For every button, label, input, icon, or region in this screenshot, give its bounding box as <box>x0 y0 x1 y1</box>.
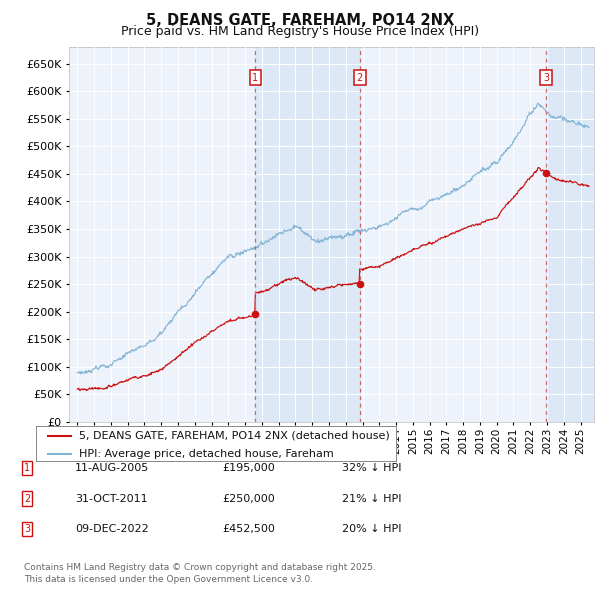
Text: 2: 2 <box>356 73 363 83</box>
Text: 31-OCT-2011: 31-OCT-2011 <box>75 494 148 503</box>
Text: 09-DEC-2022: 09-DEC-2022 <box>75 525 149 534</box>
Text: 21% ↓ HPI: 21% ↓ HPI <box>342 494 401 503</box>
Text: 3: 3 <box>24 525 30 534</box>
Text: 11-AUG-2005: 11-AUG-2005 <box>75 463 149 473</box>
Text: HPI: Average price, detached house, Fareham: HPI: Average price, detached house, Fare… <box>79 448 334 458</box>
Text: 1: 1 <box>252 73 259 83</box>
Text: 20% ↓ HPI: 20% ↓ HPI <box>342 525 401 534</box>
Text: 3: 3 <box>543 73 549 83</box>
Text: £195,000: £195,000 <box>222 463 275 473</box>
Text: 32% ↓ HPI: 32% ↓ HPI <box>342 463 401 473</box>
Bar <box>256 47 359 422</box>
Text: £250,000: £250,000 <box>222 494 275 503</box>
Text: 1: 1 <box>24 463 30 473</box>
Bar <box>546 47 594 422</box>
Text: Price paid vs. HM Land Registry's House Price Index (HPI): Price paid vs. HM Land Registry's House … <box>121 25 479 38</box>
Text: 2: 2 <box>24 494 30 503</box>
Text: Contains HM Land Registry data © Crown copyright and database right 2025.
This d: Contains HM Land Registry data © Crown c… <box>24 563 376 584</box>
Text: 5, DEANS GATE, FAREHAM, PO14 2NX: 5, DEANS GATE, FAREHAM, PO14 2NX <box>146 13 454 28</box>
Text: £452,500: £452,500 <box>222 525 275 534</box>
Text: 5, DEANS GATE, FAREHAM, PO14 2NX (detached house): 5, DEANS GATE, FAREHAM, PO14 2NX (detach… <box>79 431 390 441</box>
